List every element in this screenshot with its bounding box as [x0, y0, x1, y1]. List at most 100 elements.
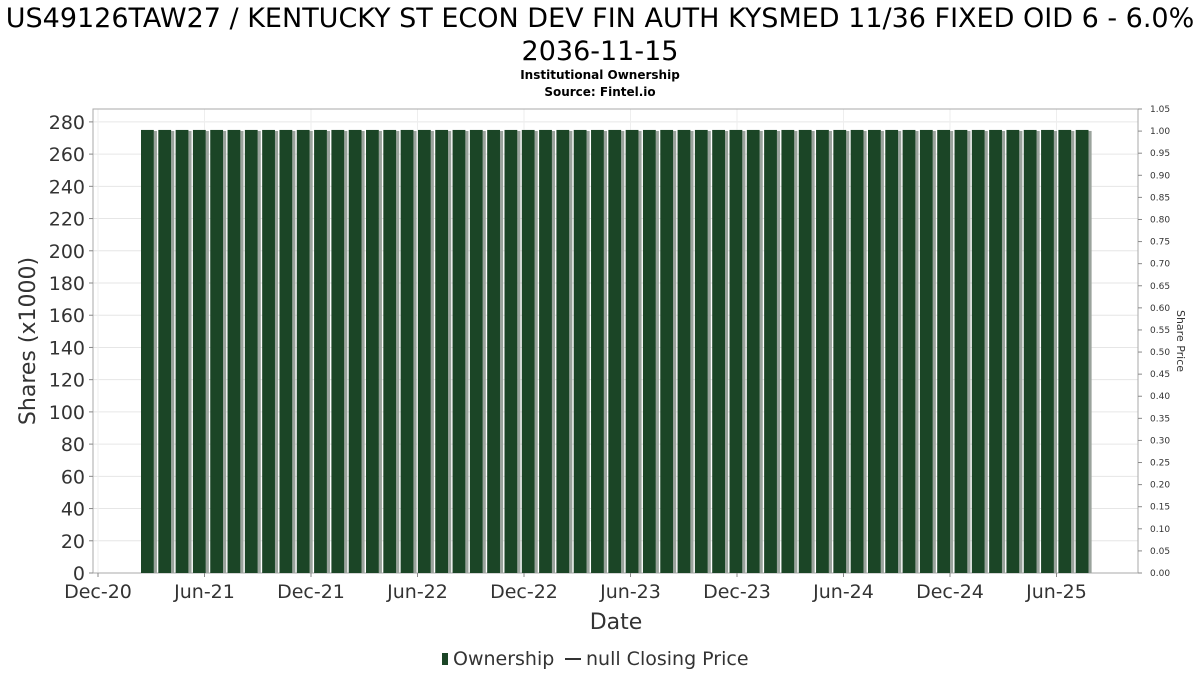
ownership-bar [1041, 129, 1054, 573]
ownership-bar [816, 129, 829, 573]
x-tick-label: Dec-23 [703, 581, 771, 603]
x-tick-label: Jun-21 [173, 581, 235, 603]
y2-tick-label: 0.60 [1150, 304, 1170, 314]
ownership-bar [729, 129, 743, 573]
ownership-bar [1058, 129, 1072, 573]
y-tick-label: 80 [61, 434, 85, 456]
bar-shadow [621, 130, 625, 573]
ownership-bar [210, 129, 224, 573]
y-tick-label: 100 [49, 402, 85, 424]
bar-shadow [915, 130, 919, 573]
bar-shadow [499, 130, 504, 573]
y2-tick-label: 0.90 [1150, 171, 1170, 181]
bar-series [141, 129, 1092, 573]
y2-tick-label: 0.00 [1150, 569, 1170, 579]
y2-tick-label: 0.35 [1150, 414, 1170, 424]
ownership-bar [314, 129, 327, 573]
y2-tick-label: 0.10 [1150, 525, 1170, 535]
bar-shadow [586, 130, 590, 573]
y-tick-label: 280 [49, 112, 85, 134]
y-tick-label: 240 [49, 176, 85, 198]
y-tick-label: 200 [49, 241, 85, 263]
bar-shadow [880, 130, 884, 573]
bar-shadow [274, 130, 279, 573]
ownership-bar [417, 129, 431, 573]
bar-shadow [725, 130, 729, 573]
bar-shadow [742, 130, 746, 573]
y2-tick-label: 0.95 [1150, 149, 1170, 159]
y-axis-label: Shares (x1000) [16, 257, 41, 425]
legend-price-label: null Closing Price [586, 648, 749, 670]
y-tick-label: 40 [61, 499, 85, 521]
bar-shadow [361, 130, 365, 573]
bar-shadow [188, 130, 192, 573]
x-tick-label: Jun-24 [812, 581, 874, 603]
ownership-bar [141, 129, 154, 573]
bar-shadow [448, 130, 452, 573]
ownership-bar [469, 129, 483, 573]
bar-shadow [569, 130, 573, 573]
y2-tick-label: 0.40 [1150, 392, 1170, 402]
y2-tick-label: 0.20 [1150, 481, 1170, 491]
bar-shadow [205, 130, 209, 573]
bar-shadow [707, 130, 711, 573]
legend-ownership-label: Ownership [453, 648, 554, 670]
y2-tick-label: 0.75 [1150, 238, 1170, 248]
x-tick-label: Dec-24 [916, 581, 984, 603]
bar-shadow [1001, 130, 1006, 573]
bar-shadow [240, 130, 244, 573]
ownership-bar [331, 129, 345, 573]
y2-tick-label: 0.70 [1150, 260, 1170, 270]
bar-shadow [413, 130, 417, 573]
axes: 0 20 40 60 80 100 120 140 160 180 200 220 240 260 280 0… [49, 105, 1171, 603]
bar-shadow [811, 130, 815, 573]
ownership-bar [937, 129, 951, 573]
bar-shadow [690, 130, 694, 573]
y2-tick-label: 0.55 [1150, 326, 1170, 336]
ownership-bar [296, 129, 310, 573]
ownership-bar [452, 129, 466, 573]
bar-shadow [950, 130, 954, 573]
y2-tick-label: 0.85 [1150, 193, 1170, 203]
bar-shadow [257, 130, 261, 573]
ownership-bar [971, 129, 985, 573]
bar-shadow [1019, 130, 1023, 573]
ownership-bar [608, 129, 622, 573]
x-tick-label: Dec-20 [64, 581, 132, 603]
secondary-y-axis-label: Share Price [1174, 310, 1187, 372]
bar-shadow [344, 130, 348, 573]
y-tick-label: 160 [49, 305, 85, 327]
bar-shadow [638, 130, 642, 573]
x-tick-label: Jun-23 [599, 581, 661, 603]
legend-ownership-swatch [442, 653, 448, 665]
y2-tick-label: 1.00 [1150, 127, 1170, 137]
bar-shadow [292, 130, 296, 573]
ownership-bar [244, 129, 258, 573]
bar-shadow [465, 130, 469, 573]
bar-shadow [482, 130, 486, 573]
ownership-bar [556, 129, 570, 573]
ownership-bar [746, 129, 760, 573]
y-tick-label: 180 [49, 273, 85, 295]
bar-shadow [967, 130, 971, 573]
chart-source: Source: Fintel.io [544, 85, 656, 99]
y-tick-label: 60 [61, 466, 85, 488]
ownership-bar [366, 129, 379, 573]
ownership-bar [227, 129, 241, 573]
bar-shadow [223, 130, 227, 573]
bar-shadow [655, 130, 659, 573]
bar-shadow [1088, 130, 1092, 573]
x-axis-label: Date [590, 610, 643, 635]
ownership-bar [487, 129, 500, 573]
x-tick-label: Jun-22 [386, 581, 448, 603]
ownership-bar [279, 129, 293, 573]
ownership-bar [383, 129, 397, 573]
bar-shadow [1053, 130, 1057, 573]
x-tick-label: Jun-25 [1025, 581, 1087, 603]
ownership-bar [902, 129, 916, 573]
ownership-bar [435, 129, 449, 573]
legend: Ownership null Closing Price [442, 648, 749, 670]
ownership-bar [262, 129, 275, 573]
bar-shadow [153, 130, 157, 573]
